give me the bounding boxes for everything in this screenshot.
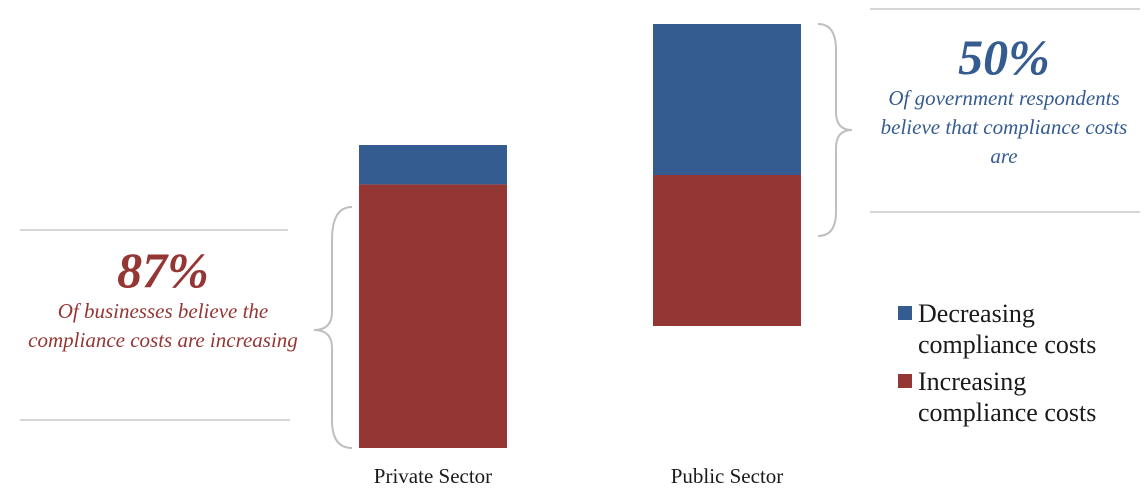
category-label-public: Public Sector — [670, 464, 784, 488]
bar-private-sector-increasing — [359, 184, 507, 448]
legend-label-increasing: Increasing compliance costs — [918, 367, 1097, 427]
bar-public-sector-decreasing — [653, 24, 801, 175]
legend-item-increasing: Increasing compliance costs — [898, 366, 1143, 428]
public-callout-value: 50% — [958, 29, 1050, 85]
legend-swatch-decreasing — [898, 306, 912, 320]
public-brace — [817, 23, 853, 237]
private-callout-text: Of businesses believe the compliance cos… — [28, 299, 298, 352]
private-callout: 87% Of businesses believe the compliance… — [18, 243, 308, 355]
bars-layer — [359, 24, 801, 448]
legend-swatch-increasing — [898, 374, 912, 388]
legend: Decreasing compliance costs Increasing c… — [898, 298, 1143, 434]
category-label-private: Private Sector — [373, 464, 493, 488]
public-callout-text: Of government respondents believe that c… — [880, 86, 1128, 168]
private-callout-value: 87% — [117, 242, 209, 298]
legend-label-decreasing: Decreasing compliance costs — [918, 299, 1097, 359]
bar-public-sector-increasing — [653, 175, 801, 326]
private-brace — [313, 206, 353, 449]
bar-private-sector-decreasing — [359, 145, 507, 185]
legend-item-decreasing: Decreasing compliance costs — [898, 298, 1143, 360]
public-callout: 50% Of government respondents believe th… — [868, 30, 1140, 171]
